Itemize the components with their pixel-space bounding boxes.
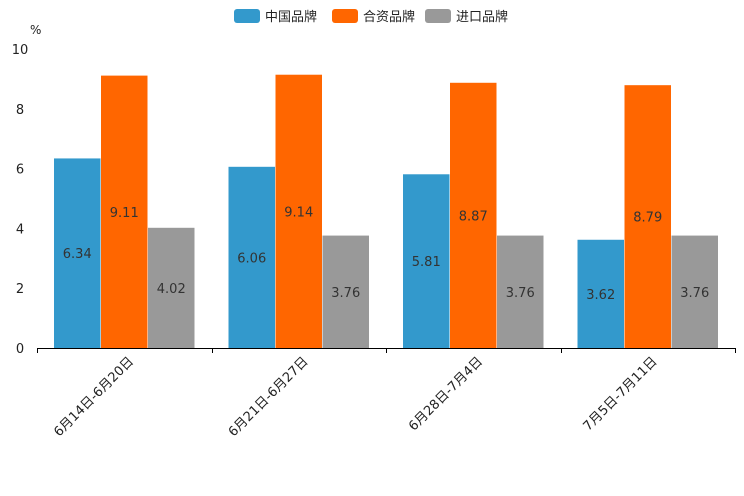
y-tick-label-6: 6 <box>16 163 24 178</box>
bar-4-1 <box>577 239 624 348</box>
y-tick-label-0: 0 <box>16 342 24 357</box>
bar-1-2 <box>101 75 148 349</box>
bar-1-1 <box>54 158 101 348</box>
y-axis-unit-label: % <box>30 23 41 37</box>
bar-3-1 <box>403 174 450 348</box>
data-label-3-1: 5.81 <box>412 255 441 270</box>
y-tick-label-10: 10 <box>12 43 29 58</box>
data-label-4-1: 3.62 <box>586 288 615 303</box>
bar-4-3 <box>671 235 718 348</box>
legend-swatch-2 <box>332 9 358 23</box>
bar-4-2 <box>624 85 671 348</box>
data-label-1-1: 6.34 <box>63 247 92 262</box>
y-axis: 0 2 4 6 8 10 <box>12 43 29 357</box>
data-label-2-2: 9.14 <box>284 205 313 220</box>
legend-label-3: 进口品牌 <box>456 9 508 25</box>
bar-2-2 <box>275 74 322 349</box>
data-label-2-3: 3.76 <box>331 286 360 301</box>
data-label-3-3: 3.76 <box>506 286 535 301</box>
x-tick-label-4: 7月5日-7月11日 <box>581 354 661 434</box>
y-tick-label-4: 4 <box>16 222 24 237</box>
legend-label-2: 合资品牌 <box>363 9 415 25</box>
legend-swatch-3 <box>425 9 451 23</box>
legend-swatch-1 <box>234 9 260 23</box>
y-tick-label-8: 8 <box>16 103 24 118</box>
bar-1-3 <box>148 227 195 348</box>
data-label-4-2: 8.79 <box>633 211 662 226</box>
data-label-1-2: 9.11 <box>110 206 139 221</box>
x-tick-label-1: 6月14日-6月20日 <box>51 354 137 440</box>
bar-2-1 <box>228 166 275 348</box>
legend: 中国品牌 合资品牌 进口品牌 <box>234 9 508 25</box>
data-label-3-2: 8.87 <box>459 209 488 224</box>
bar-3-2 <box>450 82 497 349</box>
legend-label-1: 中国品牌 <box>265 9 317 25</box>
bar-2-3 <box>322 235 369 348</box>
data-label-4-3: 3.76 <box>680 286 709 301</box>
data-label-2-1: 6.06 <box>237 251 266 266</box>
bars: 6.34 9.11 4.02 6.06 9.14 3.76 5.81 8.87 3.76 3.62… <box>54 74 718 349</box>
x-tick-label-2: 6月21日-6月27日 <box>226 354 312 440</box>
y-tick-label-2: 2 <box>16 282 24 297</box>
x-tick-label-3: 6月28日-7月4日 <box>406 354 486 434</box>
data-label-1-3: 4.02 <box>157 282 186 297</box>
x-axis: 6月14日-6月20日 6月21日-6月27日 6月28日-7月4日 7月5日-7月1… <box>37 348 736 440</box>
bar-3-3 <box>497 235 544 348</box>
